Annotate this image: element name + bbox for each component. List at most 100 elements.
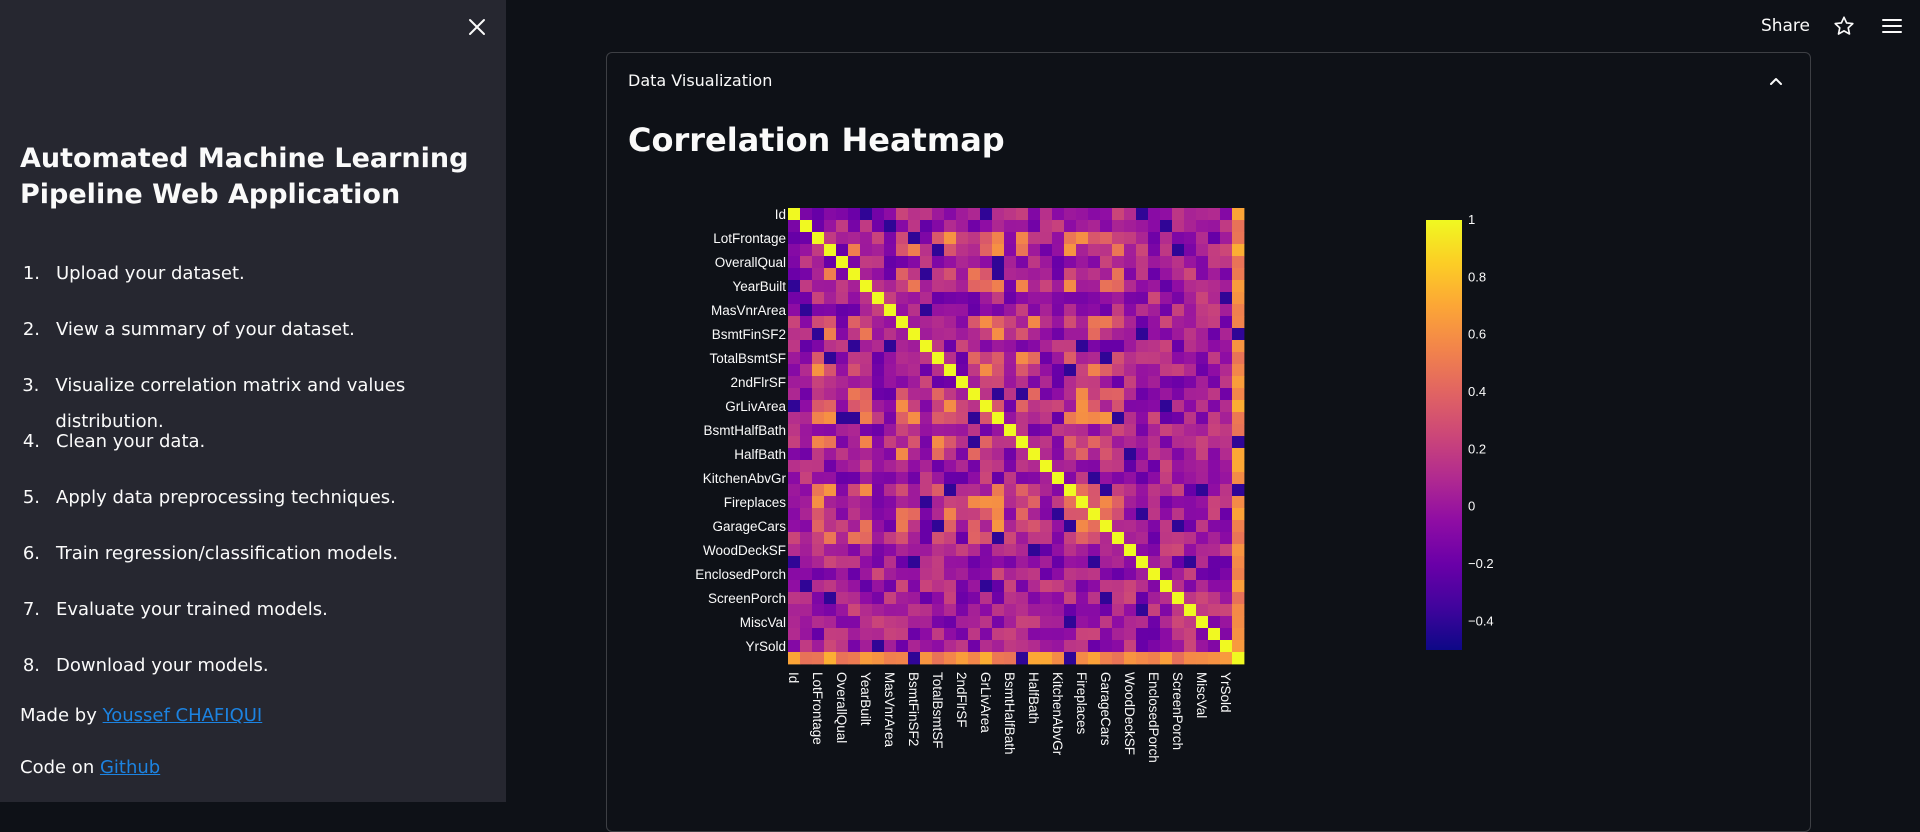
heatmap-cell (1028, 640, 1041, 653)
correlation-heatmap: IdIdLotFrontageLotFrontageOverallQualOve… (695, 207, 1493, 763)
heatmap-cell (884, 472, 897, 485)
heatmap-cell (968, 376, 981, 389)
heatmap-cell (1136, 436, 1149, 449)
heatmap-cell (824, 316, 837, 329)
heatmap-cell (992, 232, 1005, 245)
heatmap-cell (1088, 508, 1101, 521)
heatmap-cell (1148, 268, 1161, 281)
heatmap-cell (1052, 232, 1065, 245)
heatmap-cell (1016, 268, 1029, 281)
heatmap-cell (812, 556, 825, 569)
heatmap-cell (872, 424, 885, 437)
heatmap-cell (992, 376, 1005, 389)
heatmap-cell (1148, 232, 1161, 245)
heatmap-cell (848, 652, 861, 665)
heatmap-cell (1100, 424, 1113, 437)
heatmap-cell (1208, 556, 1221, 569)
heatmap-cell (932, 640, 945, 653)
close-icon (469, 19, 485, 35)
heatmap-cell (956, 616, 969, 629)
heatmap-cell (1196, 472, 1209, 485)
heatmap-cell (812, 604, 825, 617)
heatmap-cell (1136, 460, 1149, 473)
heatmap-cell (1208, 568, 1221, 581)
heatmap-cell (1112, 460, 1125, 473)
heatmap-cell (1160, 460, 1173, 473)
heatmap-cell (1232, 472, 1245, 485)
heatmap-cell (836, 208, 849, 221)
heatmap-cell (872, 556, 885, 569)
expander-label[interactable]: Data Visualization (628, 71, 773, 90)
heatmap-cell (1136, 352, 1149, 365)
heatmap-cell (1064, 532, 1077, 545)
code-line: Code on Github (20, 757, 160, 778)
github-link[interactable]: Github (99, 757, 161, 778)
heatmap-cell (944, 268, 957, 281)
share-button[interactable]: Share (1760, 16, 1810, 36)
heatmap-cell (1004, 544, 1017, 557)
heatmap-cell (884, 448, 897, 461)
heatmap-cell (1016, 364, 1029, 377)
heatmap-cell (848, 280, 861, 293)
heatmap-cell (944, 340, 957, 353)
heatmap-cell (1124, 388, 1137, 401)
heatmap-cell (848, 208, 861, 221)
heatmap-cell (908, 328, 921, 341)
heatmap-cell (1160, 256, 1173, 269)
heatmap-cell (932, 628, 945, 641)
heatmap-cell (860, 448, 873, 461)
heatmap-cell (1052, 400, 1065, 413)
author-link[interactable]: Youssef CHAFIQUI (102, 705, 263, 726)
heatmap-cell (788, 460, 801, 473)
colorbar-tick-label: 0.8 (1468, 269, 1486, 284)
heatmap-cell (812, 412, 825, 425)
step-number: 2. (22, 319, 40, 340)
heatmap-cell (1220, 244, 1233, 257)
heatmap-cell (800, 544, 813, 557)
heatmap-cell (992, 556, 1005, 569)
heatmap-cell (1112, 556, 1125, 569)
heatmap-cell (848, 532, 861, 545)
heatmap-cell (1016, 520, 1029, 533)
heatmap-cell (1028, 268, 1041, 281)
heatmap-cell (1232, 616, 1245, 629)
heatmap-cell (1172, 484, 1185, 497)
heatmap-cell (848, 244, 861, 257)
favorite-button[interactable] (1832, 14, 1856, 38)
heatmap-cell (872, 640, 885, 653)
heatmap-cell (1112, 244, 1125, 257)
heatmap-cell (1064, 232, 1077, 245)
heatmap-cell (1064, 412, 1077, 425)
heatmap-cell (1112, 628, 1125, 641)
heatmap-cell (896, 436, 909, 449)
heatmap-cell (1112, 508, 1125, 521)
heatmap-cell (1136, 328, 1149, 341)
section-title: Correlation Heatmap (628, 121, 1005, 159)
heatmap-cell (884, 328, 897, 341)
heatmap-cell (884, 556, 897, 569)
collapse-expander-button[interactable] (1766, 71, 1786, 91)
heatmap-cell (836, 280, 849, 293)
heatmap-cell (1028, 292, 1041, 305)
heatmap-cell (1220, 340, 1233, 353)
heatmap-cell (872, 316, 885, 329)
heatmap-cell (992, 424, 1005, 437)
heatmap-cell (1148, 544, 1161, 557)
close-sidebar-button[interactable] (463, 13, 491, 41)
heatmap-cell (1100, 436, 1113, 449)
heatmap-cell (1088, 328, 1101, 341)
heatmap-cell (1004, 556, 1017, 569)
step-label: View a summary of your dataset. (56, 319, 355, 340)
heatmap-cell (1148, 556, 1161, 569)
heatmap-cell (908, 448, 921, 461)
heatmap-cell (1100, 388, 1113, 401)
heatmap-cell (860, 616, 873, 629)
heatmap-cell (944, 496, 957, 509)
heatmap-cell (800, 352, 813, 365)
main-menu-button[interactable] (1880, 14, 1904, 38)
heatmap-cell (1136, 412, 1149, 425)
heatmap-cell (932, 232, 945, 245)
heatmap-cell (1004, 376, 1017, 389)
heatmap-cell (980, 484, 993, 497)
heatmap-cell (836, 304, 849, 317)
